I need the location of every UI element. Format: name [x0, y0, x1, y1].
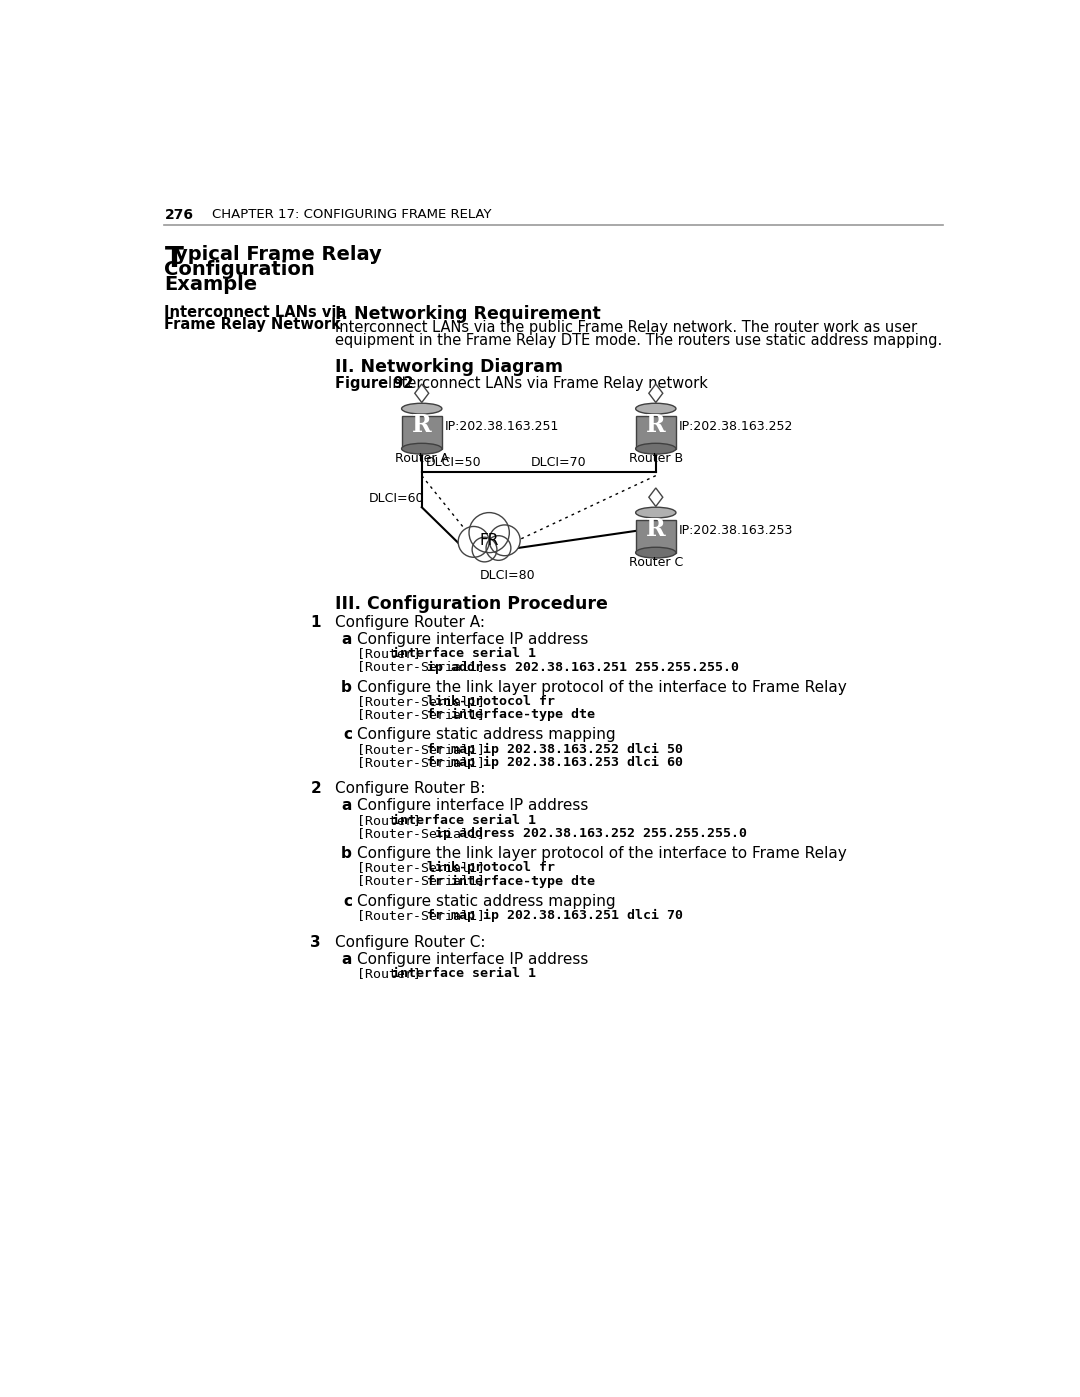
Circle shape — [458, 527, 489, 557]
Text: IP:202.38.163.251: IP:202.38.163.251 — [445, 420, 559, 433]
Ellipse shape — [636, 507, 676, 518]
Polygon shape — [649, 488, 663, 507]
Circle shape — [486, 535, 511, 560]
Bar — [402, 416, 442, 448]
Text: IP:202.38.163.253: IP:202.38.163.253 — [679, 524, 794, 536]
Text: fr map ip 202.38.163.251 dlci 70: fr map ip 202.38.163.251 dlci 70 — [428, 909, 684, 922]
Text: Example: Example — [164, 275, 257, 295]
Text: a: a — [341, 951, 352, 967]
Text: FR: FR — [480, 532, 499, 548]
Text: [Router-Serial1]: [Router-Serial1] — [356, 756, 485, 768]
Text: Configure static address mapping: Configure static address mapping — [356, 728, 616, 742]
Text: interface serial 1: interface serial 1 — [392, 967, 536, 979]
Text: Figure 92: Figure 92 — [335, 376, 414, 391]
Text: DLCI=80: DLCI=80 — [480, 569, 536, 583]
Text: III. Configuration Procedure: III. Configuration Procedure — [335, 595, 608, 613]
Text: 2: 2 — [310, 781, 321, 796]
Text: II. Networking Diagram: II. Networking Diagram — [335, 358, 563, 376]
Text: Configure the link layer protocol of the interface to Frame Relay: Configure the link layer protocol of the… — [356, 847, 847, 861]
Text: Configure Router C:: Configure Router C: — [335, 935, 485, 950]
Text: Configure static address mapping: Configure static address mapping — [356, 894, 616, 909]
Text: [Router-Serial1]: [Router-Serial1] — [356, 743, 485, 756]
Text: [Router]: [Router] — [356, 647, 420, 661]
Text: ip address 202.38.163.251 255.255.255.0: ip address 202.38.163.251 255.255.255.0 — [428, 661, 740, 673]
Text: b: b — [341, 847, 352, 861]
Ellipse shape — [402, 443, 442, 454]
Text: [Router-Serial1]: [Router-Serial1] — [356, 909, 485, 922]
Text: DLCI=50: DLCI=50 — [426, 457, 482, 469]
Circle shape — [469, 513, 510, 553]
Text: Configure interface IP address: Configure interface IP address — [356, 631, 588, 647]
Ellipse shape — [636, 404, 676, 414]
Text: Configuration: Configuration — [164, 260, 315, 279]
Text: Configure the link layer protocol of the interface to Frame Relay: Configure the link layer protocol of the… — [356, 680, 847, 694]
Text: Configure Router A:: Configure Router A: — [335, 615, 485, 630]
Ellipse shape — [402, 404, 442, 414]
Polygon shape — [415, 384, 429, 402]
Text: fr map ip 202.38.163.252 dlci 50: fr map ip 202.38.163.252 dlci 50 — [428, 743, 684, 756]
Text: 1: 1 — [311, 615, 321, 630]
Text: [Router-Serial1]: [Router-Serial1] — [356, 661, 485, 673]
Text: [Router]: [Router] — [356, 813, 420, 827]
Text: interface serial 1: interface serial 1 — [392, 813, 536, 827]
Text: Router C: Router C — [629, 556, 683, 569]
Text: [Router-Serial1]: [Router-Serial1] — [356, 862, 485, 875]
Text: R: R — [646, 414, 665, 437]
Text: DLCI=70: DLCI=70 — [530, 457, 585, 469]
Text: fr map ip 202.38.163.253 dlci 60: fr map ip 202.38.163.253 dlci 60 — [428, 756, 684, 768]
Text: c: c — [343, 894, 352, 909]
Bar — [636, 416, 676, 448]
Text: [Router-Serial1]: [Router-Serial1] — [356, 696, 485, 708]
Text: b: b — [341, 680, 352, 694]
Text: T: T — [164, 244, 184, 272]
Text: [Router-Serial1]: [Router-Serial1] — [356, 827, 485, 840]
Text: 3: 3 — [310, 935, 321, 950]
Ellipse shape — [636, 443, 676, 454]
Ellipse shape — [636, 548, 676, 557]
Text: [Router-Serial1]: [Router-Serial1] — [356, 708, 485, 721]
Text: ypical Frame Relay: ypical Frame Relay — [175, 244, 382, 264]
Text: Interconnect LANs via Frame Relay network: Interconnect LANs via Frame Relay networ… — [388, 376, 707, 391]
Text: Configure interface IP address: Configure interface IP address — [356, 951, 588, 967]
Text: DLCI=60: DLCI=60 — [369, 492, 424, 504]
Circle shape — [472, 538, 497, 562]
Text: fr interface-type dte: fr interface-type dte — [428, 708, 595, 721]
Bar — [636, 520, 676, 553]
Text: link-protocol fr: link-protocol fr — [428, 862, 555, 875]
Text: Frame Relay Network: Frame Relay Network — [164, 317, 341, 332]
Text: R: R — [411, 414, 432, 437]
Text: c: c — [343, 728, 352, 742]
Text: Configure Router B:: Configure Router B: — [335, 781, 485, 796]
Text: Router B: Router B — [629, 451, 683, 465]
Text: Router A: Router A — [395, 451, 449, 465]
Text: a: a — [341, 631, 352, 647]
Text: ip address 202.38.163.252 255.255.255.0: ip address 202.38.163.252 255.255.255.0 — [428, 827, 747, 840]
Text: link-protocol fr: link-protocol fr — [428, 696, 555, 708]
Circle shape — [489, 525, 521, 556]
Text: [Router-Serial1]: [Router-Serial1] — [356, 875, 485, 887]
Text: interface serial 1: interface serial 1 — [392, 647, 536, 661]
Text: I. Networking Requirement: I. Networking Requirement — [335, 305, 600, 323]
Text: Configure interface IP address: Configure interface IP address — [356, 798, 588, 813]
Polygon shape — [649, 384, 663, 402]
Text: equipment in the Frame Relay DTE mode. The routers use static address mapping.: equipment in the Frame Relay DTE mode. T… — [335, 334, 942, 348]
Text: CHAPTER 17: CONFIGURING FRAME RELAY: CHAPTER 17: CONFIGURING FRAME RELAY — [213, 208, 492, 221]
Text: R: R — [646, 517, 665, 542]
Text: IP:202.38.163.252: IP:202.38.163.252 — [679, 420, 794, 433]
Text: Interconnect LANs via the public Frame Relay network. The router work as user: Interconnect LANs via the public Frame R… — [335, 320, 917, 335]
Text: 276: 276 — [164, 208, 193, 222]
Text: Interconnect LANs via: Interconnect LANs via — [164, 305, 347, 320]
Text: [Router]: [Router] — [356, 967, 420, 979]
Text: fr interface-type dte: fr interface-type dte — [428, 875, 595, 887]
Text: a: a — [341, 798, 352, 813]
